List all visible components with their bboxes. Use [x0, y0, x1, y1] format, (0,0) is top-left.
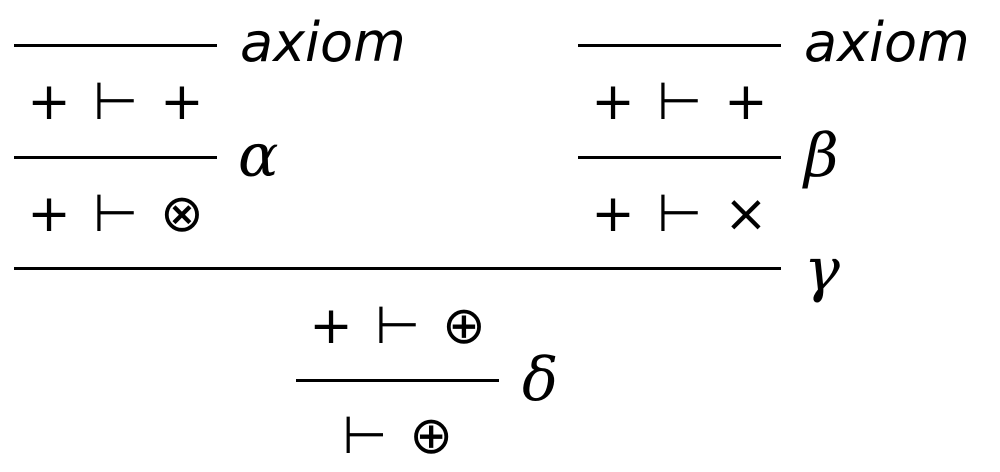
gamma-antecedent: + [309, 296, 353, 356]
turnstile-symbol: ⊢ [92, 184, 139, 244]
beta-rule-label: β [804, 121, 839, 191]
left-axiom-sequent: + ⊢ + [14, 72, 217, 132]
left-axiom-label: axiom [240, 11, 406, 74]
beta-antecedent: + [591, 184, 635, 244]
beta-succedent: × [724, 184, 768, 244]
right-axiom-antecedent: + [591, 72, 635, 132]
turnstile-symbol: ⊢ [656, 184, 703, 244]
turnstile-symbol: ⊢ [342, 406, 388, 466]
alpha-succedent: ⊗ [160, 184, 204, 244]
turnstile-symbol: ⊢ [92, 72, 139, 132]
gamma-conclusion-sequent: + ⊢ ⊕ [296, 296, 499, 356]
alpha-antecedent: + [27, 184, 71, 244]
alpha-conclusion-sequent: + ⊢ ⊗ [14, 184, 217, 244]
gamma-rule-label: γ [804, 235, 840, 305]
alpha-rule-line [14, 156, 217, 159]
delta-rule-label: δ [522, 345, 559, 415]
right-axiom-sequent: + ⊢ + [578, 72, 781, 132]
left-axiom-rule-line [14, 44, 217, 47]
beta-conclusion-sequent: + ⊢ × [578, 184, 781, 244]
gamma-rule-line [14, 267, 781, 270]
right-axiom-rule-line [578, 44, 781, 47]
left-axiom-antecedent: + [27, 72, 71, 132]
beta-rule-line [578, 156, 781, 159]
delta-conclusion-sequent: ⊢ ⊕ [296, 406, 499, 466]
right-axiom-label: axiom [804, 11, 970, 74]
delta-succedent: ⊕ [409, 406, 453, 466]
gamma-succedent: ⊕ [442, 296, 486, 356]
delta-rule-line [296, 379, 499, 382]
turnstile-symbol: ⊢ [656, 72, 703, 132]
alpha-rule-label: α [238, 121, 279, 191]
turnstile-symbol: ⊢ [374, 296, 421, 356]
left-axiom-succedent: + [160, 72, 204, 132]
right-axiom-succedent: + [724, 72, 768, 132]
